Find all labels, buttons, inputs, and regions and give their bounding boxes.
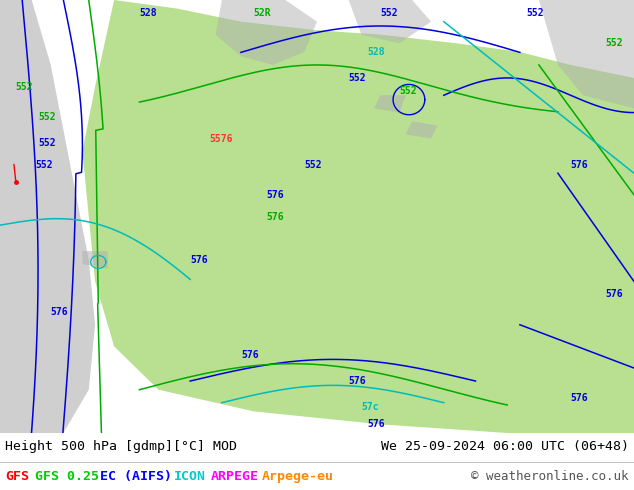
Text: 576: 576 — [349, 376, 366, 386]
Text: 552: 552 — [526, 8, 544, 18]
Text: ICON: ICON — [174, 470, 205, 483]
Text: 576: 576 — [266, 190, 284, 200]
Text: 576: 576 — [266, 212, 284, 221]
Text: 552: 552 — [35, 160, 53, 170]
Text: 576: 576 — [51, 307, 68, 317]
Polygon shape — [539, 0, 634, 108]
Text: GFS: GFS — [5, 470, 29, 483]
Text: EC (AIFS): EC (AIFS) — [100, 470, 172, 483]
Text: Arpege-eu: Arpege-eu — [262, 470, 334, 483]
Text: 52R: 52R — [254, 8, 271, 18]
Polygon shape — [374, 95, 406, 113]
Text: ARPEGE: ARPEGE — [210, 470, 259, 483]
Text: 552: 552 — [349, 73, 366, 83]
Polygon shape — [82, 251, 108, 269]
Text: GFS 0.25: GFS 0.25 — [34, 470, 98, 483]
Text: 528: 528 — [139, 8, 157, 18]
Text: 576: 576 — [368, 419, 385, 429]
Text: 576: 576 — [605, 290, 623, 299]
Text: 552: 552 — [38, 138, 56, 148]
Text: 5576: 5576 — [209, 134, 233, 144]
Text: 576: 576 — [571, 160, 588, 170]
Polygon shape — [216, 0, 317, 65]
Text: Height 500 hPa [gdmp][°C] MOD: Height 500 hPa [gdmp][°C] MOD — [5, 440, 237, 453]
Polygon shape — [0, 0, 95, 433]
Polygon shape — [406, 121, 437, 139]
Text: 552: 552 — [605, 38, 623, 49]
Text: 528: 528 — [368, 47, 385, 57]
Text: 552: 552 — [38, 112, 56, 122]
Text: 57c: 57c — [361, 402, 379, 412]
Polygon shape — [349, 0, 431, 43]
Text: 552: 552 — [399, 86, 417, 96]
Text: © weatheronline.co.uk: © weatheronline.co.uk — [472, 470, 629, 483]
Text: 552: 552 — [16, 82, 34, 92]
Text: 576: 576 — [190, 255, 208, 265]
Text: We 25-09-2024 06:00 UTC (06+48): We 25-09-2024 06:00 UTC (06+48) — [381, 440, 629, 453]
Text: 576: 576 — [571, 393, 588, 403]
Text: 552: 552 — [304, 160, 322, 170]
Text: 552: 552 — [380, 8, 398, 18]
Text: 576: 576 — [241, 350, 259, 360]
Polygon shape — [82, 0, 634, 433]
